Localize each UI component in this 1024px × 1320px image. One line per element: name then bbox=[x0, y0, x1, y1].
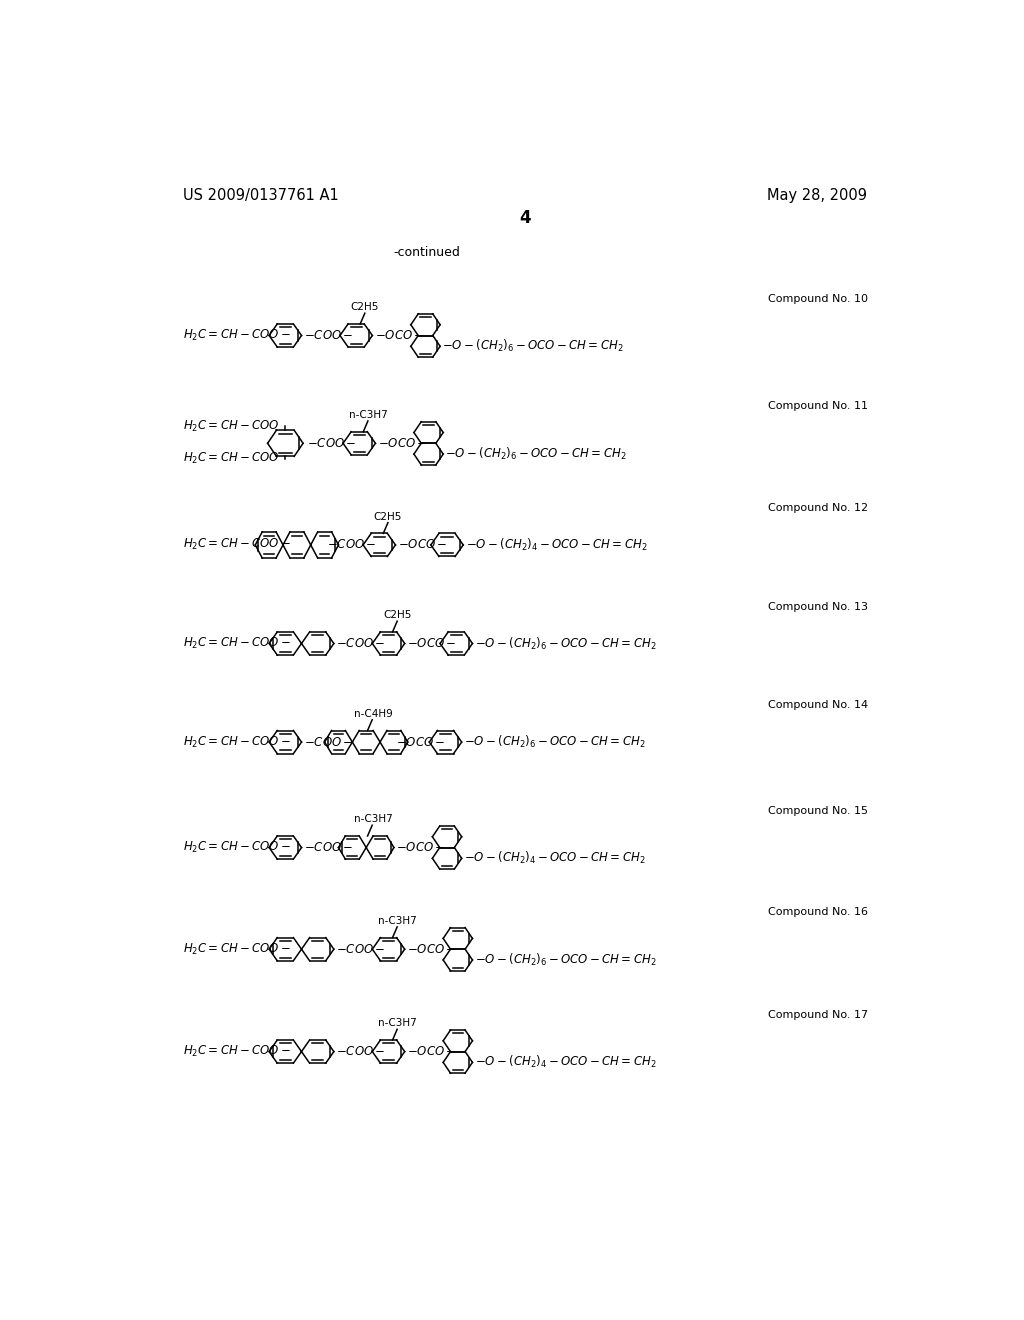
Text: Compound No. 12: Compound No. 12 bbox=[768, 503, 868, 513]
Text: $-O-(CH_2)_6-OCO-CH=CH_2$: $-O-(CH_2)_6-OCO-CH=CH_2$ bbox=[442, 338, 624, 354]
Text: $-OCO-$: $-OCO-$ bbox=[407, 942, 457, 956]
Text: $-OCO-$: $-OCO-$ bbox=[397, 539, 447, 552]
Text: 4: 4 bbox=[519, 210, 530, 227]
Text: $-COO-$: $-COO-$ bbox=[327, 539, 377, 552]
Text: $-COO-$: $-COO-$ bbox=[304, 841, 353, 854]
Text: $-O-(CH_2)_4-OCO-CH=CH_2$: $-O-(CH_2)_4-OCO-CH=CH_2$ bbox=[475, 1055, 656, 1071]
Text: May 28, 2009: May 28, 2009 bbox=[767, 187, 866, 203]
Text: n-C3H7: n-C3H7 bbox=[378, 1019, 417, 1028]
Text: $-COO-$: $-COO-$ bbox=[336, 1045, 386, 1059]
Text: C2H5: C2H5 bbox=[350, 302, 379, 313]
Text: $-O-(CH_2)_4-OCO-CH=CH_2$: $-O-(CH_2)_4-OCO-CH=CH_2$ bbox=[464, 850, 645, 866]
Text: $-OCO-$: $-OCO-$ bbox=[407, 1045, 457, 1059]
Text: n-C4H9: n-C4H9 bbox=[353, 709, 392, 719]
Text: $-O-(CH_2)_4-OCO-CH=CH_2$: $-O-(CH_2)_4-OCO-CH=CH_2$ bbox=[466, 537, 647, 553]
Text: Compound No. 16: Compound No. 16 bbox=[768, 907, 868, 917]
Text: Compound No. 17: Compound No. 17 bbox=[768, 1010, 868, 1019]
Text: $-OCO-$: $-OCO-$ bbox=[407, 638, 457, 649]
Text: $H_2C=CH-COO-$: $H_2C=CH-COO-$ bbox=[183, 941, 291, 957]
Text: $H_2C=CH-COO-$: $H_2C=CH-COO-$ bbox=[183, 840, 291, 855]
Text: $-O-(CH_2)_6-OCO-CH=CH_2$: $-O-(CH_2)_6-OCO-CH=CH_2$ bbox=[464, 734, 645, 750]
Text: $H_2C=CH-COO-$: $H_2C=CH-COO-$ bbox=[183, 1044, 291, 1059]
Text: C2H5: C2H5 bbox=[383, 610, 412, 620]
Text: $H_2C=CH-COO$: $H_2C=CH-COO$ bbox=[183, 418, 280, 434]
Text: $-COO-$: $-COO-$ bbox=[304, 329, 353, 342]
Text: $H_2C=CH-COO-$: $H_2C=CH-COO-$ bbox=[183, 537, 291, 553]
Text: $-COO-$: $-COO-$ bbox=[307, 437, 356, 450]
Text: $-OCO-$: $-OCO-$ bbox=[375, 329, 424, 342]
Text: $-COO-$: $-COO-$ bbox=[336, 638, 386, 649]
Text: Compound No. 11: Compound No. 11 bbox=[768, 401, 868, 412]
Text: $-OCO-$: $-OCO-$ bbox=[378, 437, 427, 450]
Text: $-O-(CH_2)_6-OCO-CH=CH_2$: $-O-(CH_2)_6-OCO-CH=CH_2$ bbox=[475, 952, 656, 968]
Text: $H_2C=CH-COO-$: $H_2C=CH-COO-$ bbox=[183, 327, 291, 343]
Text: Compound No. 10: Compound No. 10 bbox=[768, 293, 868, 304]
Text: n-C3H7: n-C3H7 bbox=[353, 814, 392, 825]
Text: $-OCO-$: $-OCO-$ bbox=[396, 841, 445, 854]
Text: -continued: -continued bbox=[393, 246, 461, 259]
Text: Compound No. 13: Compound No. 13 bbox=[768, 602, 868, 611]
Text: $-COO-$: $-COO-$ bbox=[336, 942, 386, 956]
Text: Compound No. 14: Compound No. 14 bbox=[768, 700, 868, 710]
Text: Compound No. 15: Compound No. 15 bbox=[768, 805, 868, 816]
Text: $-OCO-$: $-OCO-$ bbox=[396, 735, 445, 748]
Text: n-C3H7: n-C3H7 bbox=[378, 916, 417, 927]
Text: US 2009/0137761 A1: US 2009/0137761 A1 bbox=[183, 187, 339, 203]
Text: $-O-(CH_2)_6-OCO-CH=CH_2$: $-O-(CH_2)_6-OCO-CH=CH_2$ bbox=[475, 635, 656, 652]
Text: C2H5: C2H5 bbox=[374, 512, 402, 521]
Text: $H_2C=CH-COO-$: $H_2C=CH-COO-$ bbox=[183, 636, 291, 651]
Text: $-O-(CH_2)_6-OCO-CH=CH_2$: $-O-(CH_2)_6-OCO-CH=CH_2$ bbox=[445, 446, 627, 462]
Text: $H_2C=CH-COO$: $H_2C=CH-COO$ bbox=[183, 451, 280, 466]
Text: $-COO-$: $-COO-$ bbox=[304, 735, 353, 748]
Text: $H_2C=CH-COO-$: $H_2C=CH-COO-$ bbox=[183, 734, 291, 750]
Text: n-C3H7: n-C3H7 bbox=[348, 411, 387, 420]
